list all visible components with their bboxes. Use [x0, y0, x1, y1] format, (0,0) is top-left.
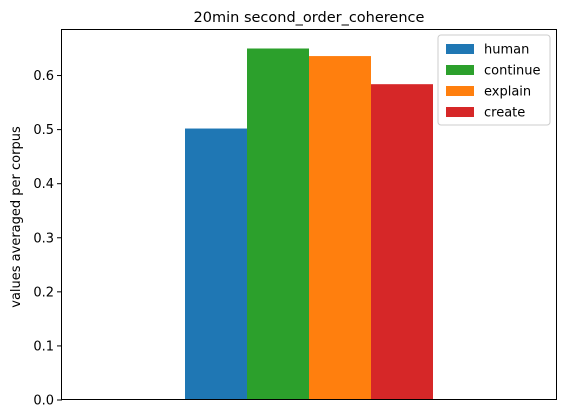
y-tick-label: 0.6: [33, 69, 54, 84]
bar-explain: [309, 56, 371, 400]
legend-swatch-human: [446, 44, 474, 54]
y-tick-label: 0.3: [33, 231, 54, 246]
legend-swatch-create: [446, 107, 474, 117]
bar-continue: [247, 48, 309, 400]
chart-title: 20min second_order_coherence: [194, 10, 425, 26]
y-axis-label: values averaged per corpus: [9, 126, 24, 308]
y-tick-label: 0.0: [33, 394, 54, 409]
bar-human: [185, 128, 247, 400]
legend-box: [437, 34, 551, 126]
y-tick-label: 0.5: [33, 123, 54, 138]
y-axis: 0.0 0.1 0.2 0.3 0.4 0.5 0.6: [33, 69, 62, 409]
legend-label-create: create: [484, 106, 525, 121]
legend-label-continue: continue: [484, 64, 541, 79]
legend-label-human: human: [484, 43, 529, 58]
legend: human continue explain create: [437, 34, 551, 126]
legend-swatch-explain: [446, 86, 474, 96]
y-tick-label: 0.1: [33, 339, 54, 354]
plot-frame: [61, 29, 557, 400]
bar-create: [371, 84, 433, 400]
bars: [185, 48, 433, 400]
y-tick-label: 0.2: [33, 285, 54, 300]
legend-label-explain: explain: [484, 85, 531, 100]
legend-swatch-continue: [446, 65, 474, 75]
y-tick-label: 0.4: [33, 177, 54, 192]
